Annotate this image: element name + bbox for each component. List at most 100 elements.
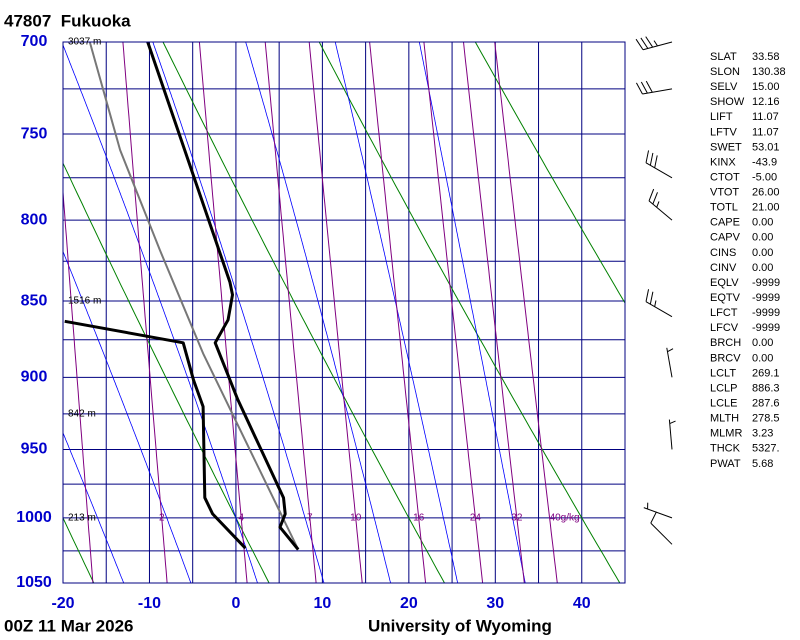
x-tick-label: 0 — [231, 595, 240, 612]
barb-staff — [648, 200, 673, 221]
index-value: 0.00 — [752, 262, 773, 274]
index-name: EQLV — [710, 277, 739, 289]
x-tick-label: -10 — [138, 595, 161, 612]
barb-full — [645, 289, 650, 302]
barb-full — [652, 192, 658, 205]
barb-full — [650, 511, 657, 524]
dry-adiabat — [788, 42, 800, 583]
index-value: -9999 — [752, 277, 780, 289]
index-value: -43.9 — [752, 156, 777, 168]
mixing-ratio-line — [423, 42, 484, 583]
index-value: 0.00 — [752, 247, 773, 259]
mixing-ratio-label: 10 — [350, 513, 362, 524]
dry-adiabat — [318, 42, 621, 583]
index-name: KINX — [710, 156, 736, 168]
index-value: 278.5 — [752, 413, 780, 425]
index-name: SLAT — [710, 51, 737, 63]
barb-staff — [650, 522, 673, 545]
index-name: TOTL — [710, 202, 738, 214]
footer-source: University of Wyoming — [368, 616, 552, 635]
y-tick-label: 1050 — [16, 574, 52, 591]
index-name: LCLT — [710, 367, 736, 379]
index-value: 5.68 — [752, 458, 773, 470]
barb-staff — [643, 507, 673, 519]
index-name: SHOW — [710, 96, 745, 108]
index-name: SWET — [710, 141, 742, 153]
index-name: LIFT — [710, 111, 733, 123]
index-value: 12.16 — [752, 96, 780, 108]
wind-barb — [635, 36, 673, 51]
wind-barb — [645, 289, 673, 318]
y-tick-label: 800 — [21, 211, 48, 228]
mixing-ratio-label: 40g/kg — [550, 513, 580, 524]
plot-area — [63, 42, 800, 583]
barb-staff — [668, 419, 673, 450]
index-value: 886.3 — [752, 382, 780, 394]
barb-full — [645, 150, 650, 163]
index-value: -9999 — [752, 322, 780, 334]
index-value: 269.1 — [752, 367, 780, 379]
wind-barb — [666, 347, 674, 378]
mixing-ratio-label: 4 — [238, 513, 244, 524]
index-name: CAPV — [710, 232, 741, 244]
index-value: -9999 — [752, 307, 780, 319]
index-value: 0.00 — [752, 352, 773, 364]
index-name: SELV — [710, 81, 738, 93]
x-tick-label: 30 — [486, 595, 504, 612]
moist-adiabat — [63, 431, 125, 583]
index-name: CINS — [710, 247, 736, 259]
barb-half — [656, 201, 660, 208]
x-tick-label: 20 — [400, 595, 418, 612]
barb-full — [640, 37, 649, 49]
index-name: BRCH — [710, 337, 741, 349]
barb-full — [654, 155, 658, 168]
wind-barb — [668, 419, 676, 450]
mixing-ratio-line — [369, 42, 427, 583]
index-value: 287.6 — [752, 398, 780, 410]
x-tick-label: -20 — [51, 595, 74, 612]
wind-barb — [645, 150, 673, 179]
barb-half — [654, 300, 657, 307]
mixing-ratio-line — [308, 42, 363, 583]
index-value: 0.00 — [752, 337, 773, 349]
index-name: LFCV — [710, 322, 739, 334]
barb-half — [653, 40, 658, 47]
index-name: LFTV — [710, 126, 738, 138]
wind-barb — [650, 511, 673, 545]
barb-full — [635, 38, 644, 51]
index-value: 3.23 — [752, 428, 773, 440]
index-name: LCLP — [710, 382, 738, 394]
index-value: 130.38 — [752, 66, 786, 78]
index-value: 15.00 — [752, 81, 780, 93]
moist-adiabat — [245, 42, 391, 583]
index-name: LFCT — [710, 307, 738, 319]
mixing-ratio-label: 2 — [159, 513, 165, 524]
wind-barb — [635, 80, 673, 95]
mixing-ratio-line — [198, 42, 248, 583]
barb-staff — [666, 347, 673, 378]
y-tick-label: 850 — [21, 292, 48, 309]
dry-adiabat — [63, 516, 95, 583]
index-value: 33.58 — [752, 51, 780, 63]
y-tick-label: 950 — [21, 441, 48, 458]
footer-date: 00Z 11 Mar 2026 — [4, 616, 133, 635]
barb-full — [645, 36, 654, 48]
mixing-ratio-label: 16 — [413, 513, 425, 524]
index-value: 26.00 — [752, 187, 780, 199]
index-value: 11.07 — [752, 126, 779, 138]
index-value: -5.00 — [752, 171, 777, 183]
barb-full — [645, 80, 653, 93]
x-tick-label: 10 — [313, 595, 331, 612]
index-name: CAPE — [710, 217, 740, 229]
barb-full — [649, 291, 654, 305]
chart-title: 47807 Fukuoka — [4, 11, 131, 30]
index-name: CINV — [710, 262, 737, 274]
index-value: 0.00 — [752, 217, 773, 229]
mixing-ratio-label: 24 — [470, 513, 482, 524]
mixing-ratio-line — [63, 185, 94, 583]
index-name: BRCV — [710, 352, 741, 364]
moist-adiabat — [334, 42, 458, 583]
y-tick-label: 1000 — [16, 509, 52, 526]
y-tick-label: 750 — [21, 125, 48, 142]
